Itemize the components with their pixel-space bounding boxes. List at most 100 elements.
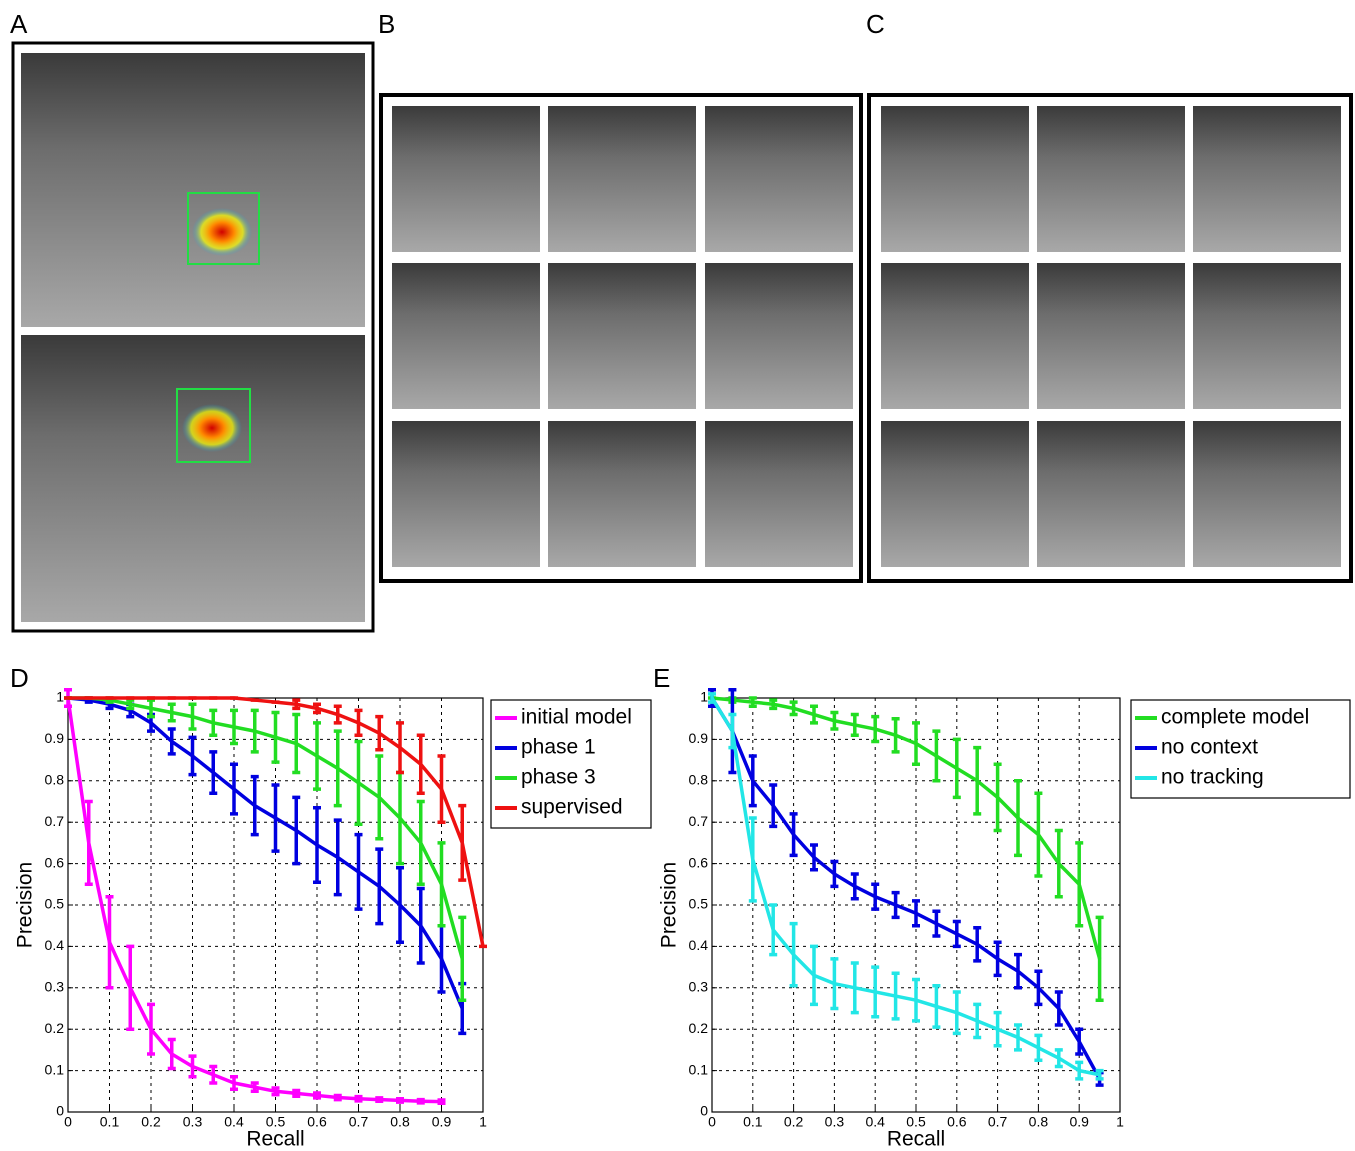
- panel-label: B: [378, 9, 395, 39]
- error-bar: [188, 702, 197, 731]
- error-bar: [250, 1081, 259, 1094]
- photo-tile: [1037, 263, 1185, 409]
- photo-tile: [1193, 421, 1341, 567]
- error-bar: [1034, 969, 1043, 1007]
- photo-tile: [705, 106, 853, 252]
- error-bar: [932, 729, 941, 783]
- error-bar: [830, 957, 839, 1011]
- series-line: [711, 696, 1102, 960]
- error-bar: [292, 1088, 301, 1099]
- photo-tile: [1037, 421, 1185, 567]
- y-axis-label: Precision: [658, 862, 681, 948]
- x-axis-label: Recall: [246, 1128, 304, 1151]
- y-tick-label: 0.9: [689, 730, 709, 746]
- error-bar: [1034, 1033, 1043, 1062]
- error-bar: [147, 698, 155, 719]
- photo-tile: [548, 263, 696, 409]
- y-tick-label: 0.8: [45, 772, 65, 788]
- error-bar: [271, 1086, 280, 1097]
- error-bar: [952, 990, 961, 1036]
- error-bar: [292, 795, 301, 866]
- x-tick-label: 0.5: [266, 1114, 286, 1130]
- error-bar: [850, 872, 859, 901]
- error-bar: [167, 1037, 176, 1071]
- y-tick-label: 0.6: [45, 854, 65, 870]
- error-bar: [126, 944, 135, 1031]
- x-tick-label: 0.7: [349, 1114, 369, 1130]
- photo-tile: [705, 263, 853, 409]
- error-bar: [973, 745, 982, 816]
- error-bar: [993, 762, 1002, 833]
- error-bar: [912, 721, 920, 766]
- error-bar: [850, 961, 859, 1015]
- error-bar: [230, 1075, 238, 1091]
- y-tick-label: 0.4: [45, 937, 65, 953]
- error-bar: [458, 803, 467, 882]
- error-bar: [396, 1097, 404, 1104]
- photo-tile: [392, 263, 540, 409]
- error-bar: [416, 1097, 425, 1105]
- x-tick-label: 0: [708, 1114, 716, 1130]
- error-bar: [271, 710, 280, 764]
- y-tick-label: 0.6: [689, 854, 709, 870]
- y-tick-label: 0.2: [45, 1020, 65, 1036]
- x-tick-label: 1: [1116, 1114, 1124, 1130]
- photo: [21, 53, 365, 327]
- y-tick-label: 0.1: [45, 1061, 65, 1077]
- error-bar: [313, 702, 321, 715]
- panel-label: A: [10, 9, 28, 39]
- error-bar: [1054, 828, 1063, 899]
- error-bar: [375, 847, 384, 926]
- x-tick-label: 0.3: [825, 1114, 845, 1130]
- legend-box: [490, 699, 652, 829]
- error-bar: [188, 1054, 197, 1079]
- error-bar: [292, 712, 301, 775]
- error-bar: [810, 843, 818, 872]
- y-tick-label: 0.3: [45, 979, 65, 995]
- y-tick-label: 0.5: [689, 896, 709, 912]
- x-tick-label: 0: [64, 1114, 72, 1130]
- panel-label: E: [653, 663, 670, 693]
- error-bar: [354, 832, 363, 911]
- error-bar: [748, 816, 757, 903]
- error-bar: [1054, 1048, 1063, 1069]
- error-bar: [396, 865, 404, 945]
- error-bar: [416, 733, 425, 795]
- y-tick-label: 0.9: [45, 730, 65, 746]
- error-bar: [1095, 915, 1104, 1002]
- photo-tile: [548, 106, 696, 252]
- y-tick-label: 1: [56, 689, 64, 705]
- error-bar: [1075, 841, 1084, 928]
- error-bar: [458, 915, 467, 1002]
- x-tick-label: 0.1: [100, 1114, 120, 1130]
- x-tick-label: 0.2: [784, 1114, 804, 1130]
- y-tick-label: 0.7: [45, 813, 65, 829]
- y-tick-label: 0.5: [45, 896, 65, 912]
- tile-grid: [392, 106, 1341, 567]
- photo-tile: [705, 421, 853, 567]
- error-bar: [375, 714, 384, 752]
- error-bar: [912, 977, 920, 1023]
- error-bar: [188, 735, 197, 777]
- y-tick-label: 0.7: [689, 813, 709, 829]
- error-bar: [810, 944, 818, 1007]
- photo-tile: [1193, 106, 1341, 252]
- x-tick-label: 0.4: [224, 1114, 244, 1130]
- legend-label: no context: [1161, 736, 1258, 759]
- error-bar: [993, 940, 1002, 978]
- error-bar: [891, 890, 900, 920]
- error-bar: [830, 859, 839, 889]
- error-bar: [230, 708, 238, 746]
- heatmap: [192, 208, 252, 256]
- error-bar: [292, 698, 301, 711]
- plot-frame: [67, 697, 484, 1113]
- series-line: [710, 697, 1102, 1080]
- panel-label: D: [10, 663, 29, 693]
- error-bar: [1014, 779, 1022, 858]
- error-bar: [209, 1064, 218, 1085]
- photo-tile: [1193, 263, 1341, 409]
- error-bar: [932, 983, 941, 1029]
- legend-label: phase 1: [521, 736, 596, 759]
- error-bar: [437, 841, 446, 928]
